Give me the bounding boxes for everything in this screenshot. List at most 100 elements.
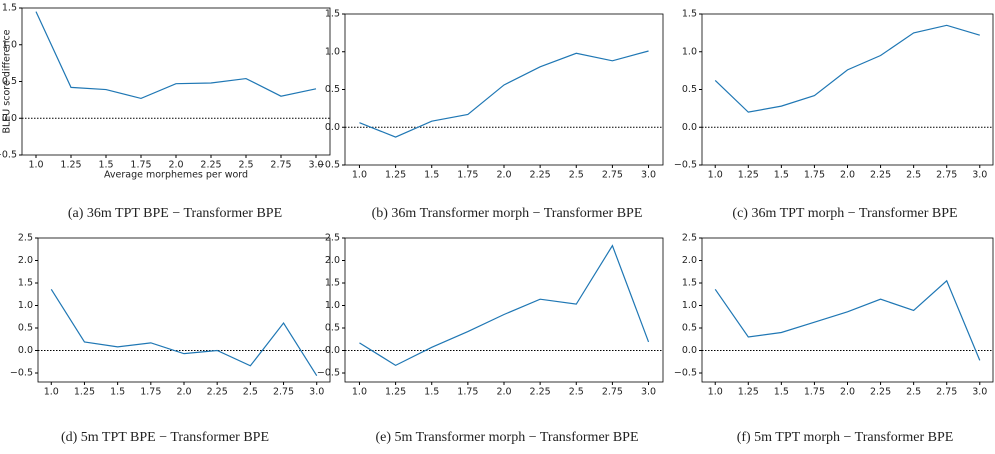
y-tick-label: 1.5	[325, 278, 340, 289]
x-tick-label: 3.0	[309, 387, 324, 398]
plot-frame	[701, 13, 994, 166]
x-tick-label: 2.5	[238, 160, 253, 171]
y-tick-label: 2.5	[325, 233, 340, 244]
data-line	[359, 50, 649, 138]
x-tick-label: 2.75	[270, 160, 291, 171]
x-tick-label: 3.0	[308, 160, 323, 171]
plot-frame	[37, 237, 331, 383]
plot-frame	[701, 237, 994, 383]
x-tick-label: 1.75	[804, 387, 825, 398]
y-tick-label: 0.0	[682, 122, 697, 133]
plot-frame	[344, 237, 664, 383]
data-line	[35, 11, 317, 100]
y-tick-label: 0.5	[325, 84, 340, 95]
data-line	[714, 279, 981, 361]
x-tick-label: 1.0	[28, 160, 43, 171]
y-tick-label: 2.5	[682, 233, 697, 244]
caption: (f) 5m TPT morph − Transformer BPE	[737, 430, 954, 445]
y-tick-label: 2.0	[18, 255, 33, 266]
x-tick-label: 1.0	[44, 387, 59, 398]
x-tick-label: 1.75	[804, 170, 825, 181]
x-tick-label: 2.25	[200, 160, 221, 171]
x-tick-label: 2.5	[243, 387, 258, 398]
x-tick-label: 3.0	[641, 170, 656, 181]
x-tick-label: 1.0	[352, 170, 367, 181]
y-tick-label: −0.5	[317, 160, 340, 171]
x-tick-label: 1.0	[708, 387, 723, 398]
x-tick-label: 2.75	[602, 170, 623, 181]
x-tick-label: 1.25	[74, 387, 95, 398]
x-tick-label: 2.0	[168, 160, 183, 171]
y-tick-label: 1.5	[682, 9, 697, 20]
y-tick-label: 1.0	[325, 300, 340, 311]
x-tick-label: 2.25	[870, 387, 891, 398]
x-tick-label: 1.25	[738, 387, 759, 398]
x-tick-label: 1.0	[708, 170, 723, 181]
x-tick-label: 2.25	[530, 387, 551, 398]
y-tick-label: 0.5	[682, 84, 697, 95]
x-tick-label: 2.75	[936, 170, 957, 181]
x-tick-label: 2.0	[496, 387, 511, 398]
x-tick-label: 1.25	[385, 170, 406, 181]
y-tick-label: 2.0	[682, 255, 697, 266]
y-tick-label: 0.0	[325, 122, 340, 133]
caption: (a) 36m TPT BPE − Transformer BPE	[68, 206, 282, 221]
x-tick-label: 1.5	[424, 387, 439, 398]
x-tick-label: 2.5	[569, 170, 584, 181]
y-tick-label: 0.0	[2, 113, 17, 124]
x-tick-label: 2.75	[936, 387, 957, 398]
x-tick-label: 2.75	[602, 387, 623, 398]
x-tick-label: 1.25	[385, 387, 406, 398]
y-tick-label: 0.0	[682, 345, 697, 356]
y-tick-label: −0.5	[674, 160, 697, 171]
y-tick-label: 1.5	[18, 278, 33, 289]
x-tick-label: 1.75	[457, 170, 478, 181]
x-tick-label: 2.5	[906, 170, 921, 181]
x-tick-label: 3.0	[972, 387, 987, 398]
x-tick-label: 2.75	[273, 387, 294, 398]
y-tick-label: 1.0	[682, 300, 697, 311]
x-tick-label: 2.0	[840, 170, 855, 181]
y-axis-label: BLEU score difference	[2, 29, 13, 133]
y-tick-label: 0.5	[2, 76, 17, 87]
x-tick-label: 2.5	[569, 387, 584, 398]
caption: (d) 5m TPT BPE − Transformer BPE	[61, 430, 269, 445]
y-tick-label: 0.5	[325, 323, 340, 334]
x-tick-label: 2.0	[176, 387, 191, 398]
y-tick-label: −0.5	[317, 368, 340, 379]
x-tick-label: 2.25	[207, 387, 228, 398]
y-tick-label: 0.0	[18, 345, 33, 356]
y-tick-label: −0.5	[674, 368, 697, 379]
y-tick-label: 0.0	[325, 345, 340, 356]
y-tick-label: −0.5	[10, 368, 33, 379]
y-tick-label: −0.5	[0, 150, 17, 161]
data-line	[714, 24, 980, 113]
plot-frame	[344, 13, 664, 166]
y-tick-label: 2.0	[325, 255, 340, 266]
x-tick-label: 1.75	[140, 387, 161, 398]
x-tick-label: 1.25	[738, 170, 759, 181]
y-tick-label: 1.5	[682, 278, 697, 289]
y-tick-label: 2.5	[18, 233, 33, 244]
x-tick-label: 1.5	[424, 170, 439, 181]
x-tick-label: 1.5	[774, 387, 789, 398]
x-tick-label: 2.0	[496, 170, 511, 181]
data-line	[359, 244, 650, 367]
y-tick-label: 1.0	[18, 300, 33, 311]
x-tick-label: 1.5	[98, 160, 113, 171]
x-tick-label: 3.0	[972, 170, 987, 181]
caption: (e) 5m Transformer morph − Transformer B…	[376, 430, 639, 445]
x-tick-label: 1.5	[774, 170, 789, 181]
x-tick-label: 1.25	[60, 160, 81, 171]
x-tick-label: 3.0	[641, 387, 656, 398]
y-tick-label: 1.0	[2, 39, 17, 50]
y-tick-label: 1.5	[2, 3, 17, 14]
x-tick-label: 2.5	[906, 387, 921, 398]
caption: (b) 36m Transformer morph − Transformer …	[372, 206, 643, 221]
x-tick-label: 1.75	[130, 160, 151, 171]
y-tick-label: 1.0	[325, 46, 340, 57]
y-tick-label: 0.5	[18, 323, 33, 334]
x-tick-label: 2.25	[530, 170, 551, 181]
x-axis-label: Average morphemes per word	[104, 170, 248, 181]
